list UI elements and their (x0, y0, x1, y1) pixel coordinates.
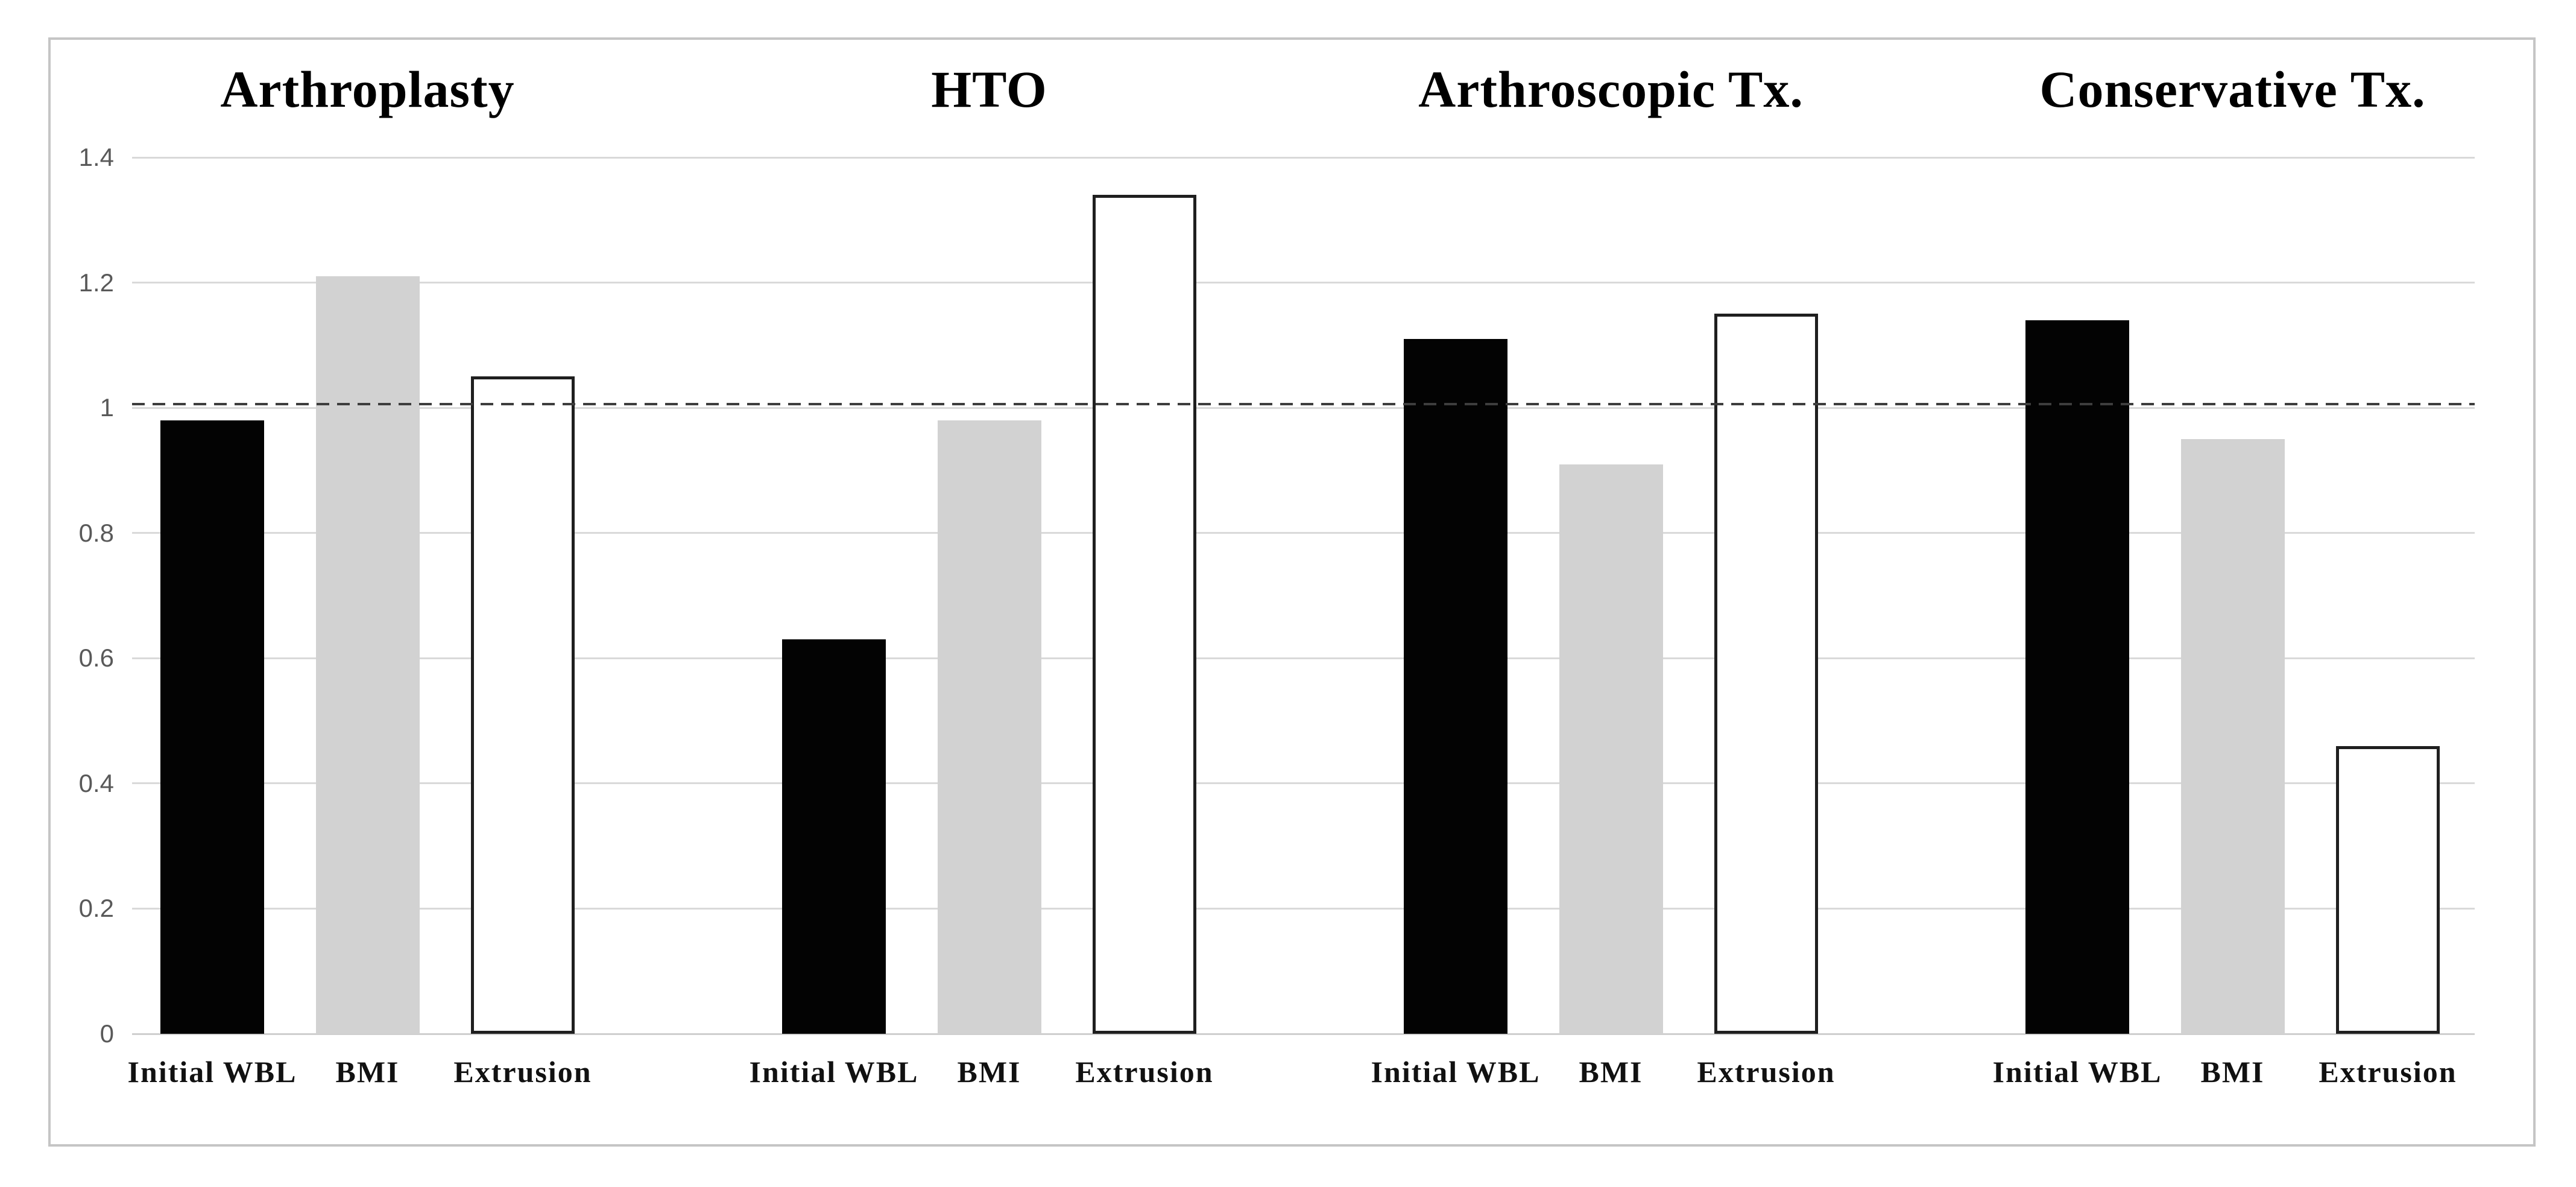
category-label-initial-wbl: Initial WBL (1371, 1055, 1541, 1089)
bar-conservative-tx-extrusion (2336, 745, 2440, 1034)
bar-hto-bmi (937, 420, 1041, 1034)
bar-conservative-tx-bmi (2180, 439, 2285, 1034)
y-axis-tick-label: 1 (99, 393, 114, 422)
gridline (132, 532, 2475, 534)
bar-arthroplasty-initial-wbl (160, 420, 264, 1034)
category-label-initial-wbl: Initial WBL (1992, 1055, 2162, 1089)
bar-arthroscopic-tx-initial-wbl (1404, 338, 1507, 1034)
y-axis-tick-label: 0.6 (78, 644, 114, 673)
y-axis-tick-label: 1.4 (78, 143, 114, 171)
chart-frame: 1.4 1.2 1 0.8 0.6 0.4 0.2 0 Arthroplasty Initial … (48, 37, 2536, 1147)
y-axis-tick-label: 0.4 (78, 768, 114, 797)
bar-arthroplasty-bmi (315, 276, 420, 1034)
category-label-initial-wbl: Initial WBL (127, 1055, 297, 1089)
bar-arthroscopic-tx-extrusion (1714, 314, 1818, 1034)
category-label-bmi: BMI (957, 1055, 1021, 1089)
category-label-extrusion: Extrusion (1697, 1055, 1836, 1089)
gridline (132, 907, 2475, 910)
category-label-bmi: BMI (2200, 1055, 2265, 1089)
gridline (132, 782, 2475, 785)
bar-hto-initial-wbl (782, 639, 886, 1034)
category-label-initial-wbl: Initial WBL (749, 1055, 919, 1089)
gridline (132, 282, 2475, 284)
gridline (132, 657, 2475, 659)
group-title-hto: HTO (931, 60, 1047, 118)
y-axis-tick-label: 0.2 (78, 894, 114, 923)
gridline (132, 407, 2475, 409)
group-title-conservative-tx: Conservative Tx. (2039, 60, 2426, 118)
group-title-arthroscopic-tx: Arthroscopic Tx. (1418, 60, 1804, 118)
bar-arthroplasty-extrusion (471, 376, 575, 1034)
bar-arthroscopic-tx-bmi (1559, 464, 1663, 1034)
bar-hto-extrusion (1093, 195, 1196, 1034)
category-label-bmi: BMI (1579, 1055, 1643, 1089)
category-label-extrusion: Extrusion (1075, 1055, 1214, 1089)
category-label-bmi: BMI (335, 1055, 400, 1089)
gridline (132, 1033, 2475, 1035)
y-axis-tick-label: 1.2 (78, 268, 114, 297)
y-axis-tick-label: 0 (99, 1019, 114, 1048)
bar-conservative-tx-initial-wbl (2025, 320, 2129, 1034)
category-label-extrusion: Extrusion (453, 1055, 592, 1089)
group-title-arthroplasty: Arthroplasty (220, 60, 515, 118)
reference-dashed-line (132, 403, 2475, 406)
y-axis-tick-label: 0.8 (78, 518, 114, 547)
category-label-extrusion: Extrusion (2319, 1055, 2457, 1089)
gridline (132, 156, 2475, 159)
